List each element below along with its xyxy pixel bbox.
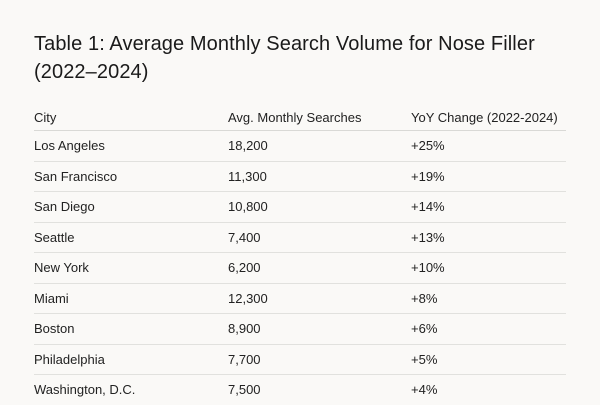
searches-cell: 18,200 xyxy=(228,130,411,162)
searches-cell: 6,200 xyxy=(228,252,411,284)
table-row: Boston 8,900 +6% xyxy=(34,313,566,345)
table-row: New York 6,200 +10% xyxy=(34,252,566,284)
table-row: Washington, D.C. 7,500 +4% xyxy=(34,375,566,405)
city-cell: Seattle xyxy=(34,222,228,253)
yoy-change-cell: +13% xyxy=(411,222,566,253)
column-header-yoy-change: YoY Change (2022-2024) xyxy=(411,104,566,131)
table-row: Los Angeles 18,200 +25% xyxy=(34,130,566,162)
yoy-change-cell: +6% xyxy=(411,313,566,345)
column-header-avg-monthly-searches: Avg. Monthly Searches xyxy=(228,104,411,131)
searches-cell: 7,500 xyxy=(228,382,261,398)
yoy-change-cell: +14% xyxy=(411,191,566,223)
searches-cell: 10,800 xyxy=(228,191,411,223)
table-row: Philadelphia 7,700 +5% xyxy=(34,344,566,375)
yoy-change-cell: +10% xyxy=(411,252,566,284)
searches-cell: 7,400 xyxy=(228,222,411,253)
yoy-change-cell: +25% xyxy=(411,130,566,162)
yoy-change-cell: +5% xyxy=(411,344,566,375)
city-cell: Miami xyxy=(34,283,228,314)
searches-cell: 7,700 xyxy=(228,344,411,375)
searches-cell: 12,300 xyxy=(228,283,411,314)
city-cell: Boston xyxy=(34,313,228,345)
city-cell: Los Angeles xyxy=(34,130,228,162)
yoy-change-cell: +8% xyxy=(411,283,566,314)
yoy-change-cell: +19% xyxy=(411,161,566,192)
city-cell: Philadelphia xyxy=(34,344,228,375)
table-row: Miami 12,300 +8% xyxy=(34,283,566,314)
table-row: San Diego 10,800 +14% xyxy=(34,191,566,223)
table-row: Seattle 7,400 +13% xyxy=(34,222,566,253)
table-title: Table 1: Average Monthly Search Volume f… xyxy=(34,33,535,83)
table-header-row: City Avg. Monthly Searches YoY Change (2… xyxy=(34,104,566,131)
column-header-city: City xyxy=(34,104,228,131)
search-volume-table: City Avg. Monthly Searches YoY Change (2… xyxy=(34,104,566,405)
searches-cell: 11,300 xyxy=(228,161,411,192)
table-row: San Francisco 11,300 +19% xyxy=(34,161,566,192)
city-cell: Washington, D.C. xyxy=(34,382,136,398)
city-cell: San Francisco xyxy=(34,161,228,192)
city-cell: New York xyxy=(34,252,228,284)
city-cell: San Diego xyxy=(34,191,228,223)
searches-cell: 8,900 xyxy=(228,313,411,345)
yoy-change-cell: +4% xyxy=(411,382,438,398)
